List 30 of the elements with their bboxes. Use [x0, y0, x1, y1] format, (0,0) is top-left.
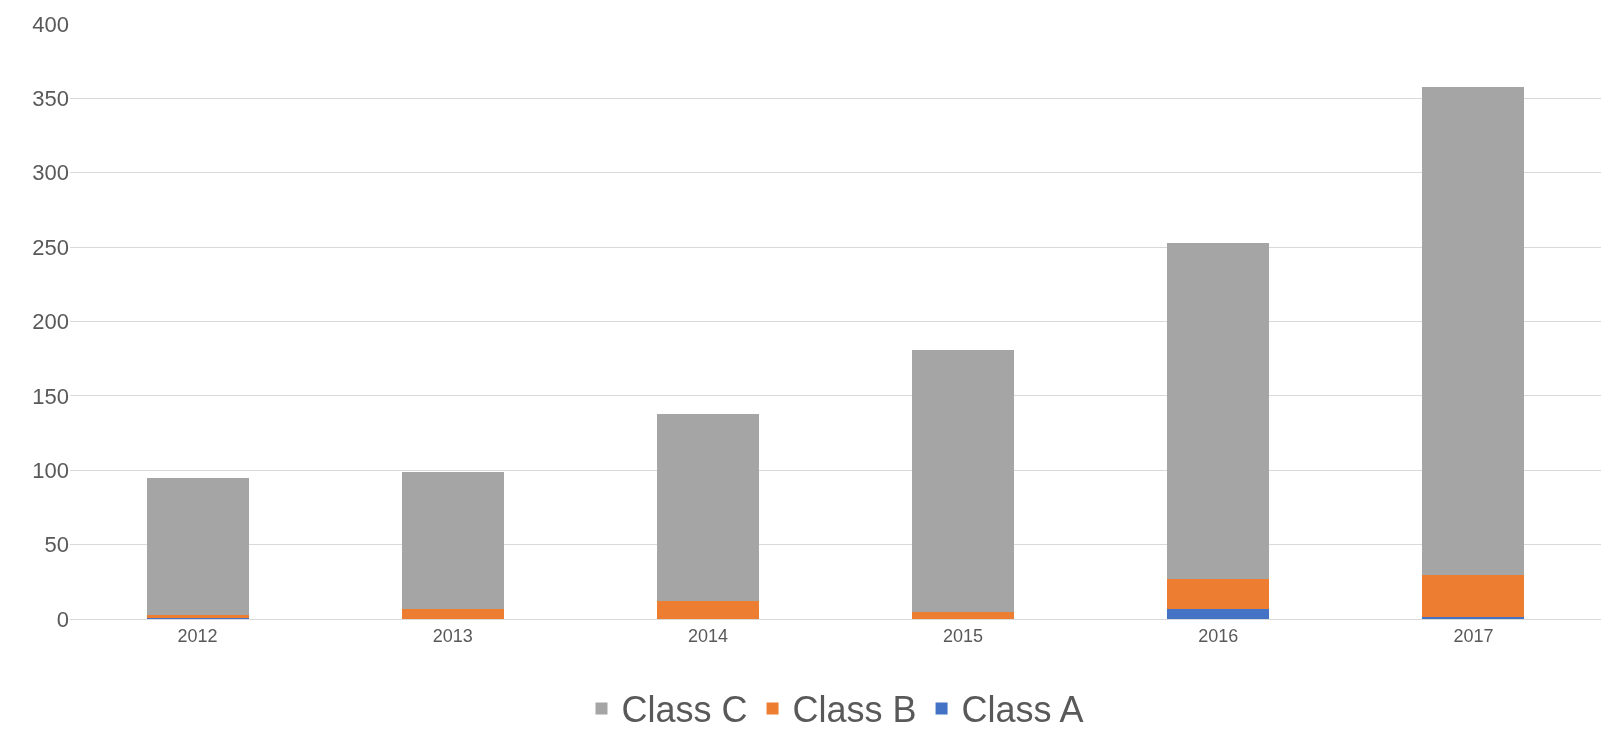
y-tick-label: 0	[56, 606, 69, 632]
y-tick-label: 50	[44, 532, 69, 558]
x-tick-label: 2012	[177, 625, 218, 646]
x-tick-label: 2017	[1453, 625, 1494, 646]
bar	[1422, 575, 1525, 617]
bar	[401, 608, 504, 619]
bar	[1167, 608, 1270, 619]
bar	[656, 413, 759, 602]
bar	[912, 611, 1015, 619]
bar	[1167, 242, 1270, 579]
bar	[1422, 87, 1525, 576]
y-tick-label: 100	[32, 457, 69, 483]
y-tick-label: 400	[32, 11, 69, 37]
y-tick-label: 300	[32, 160, 69, 186]
legend-label: Class C	[621, 689, 748, 731]
bar	[656, 601, 759, 619]
x-tick-label: 2016	[1198, 625, 1239, 646]
bar	[146, 477, 249, 616]
y-tick-label: 200	[32, 309, 69, 335]
bar	[912, 349, 1015, 612]
y-tick-label: 150	[32, 383, 69, 409]
bar	[401, 471, 504, 609]
y-tick-label: 250	[32, 234, 69, 260]
legend-label: Class A	[961, 689, 1084, 731]
x-tick-label: 2013	[432, 625, 473, 646]
x-tick-label: 2014	[687, 625, 728, 646]
y-tick-label: 350	[32, 86, 69, 112]
x-tick-label: 2015	[943, 625, 984, 646]
bar	[1167, 578, 1270, 609]
legend-label: Class B	[792, 689, 917, 731]
